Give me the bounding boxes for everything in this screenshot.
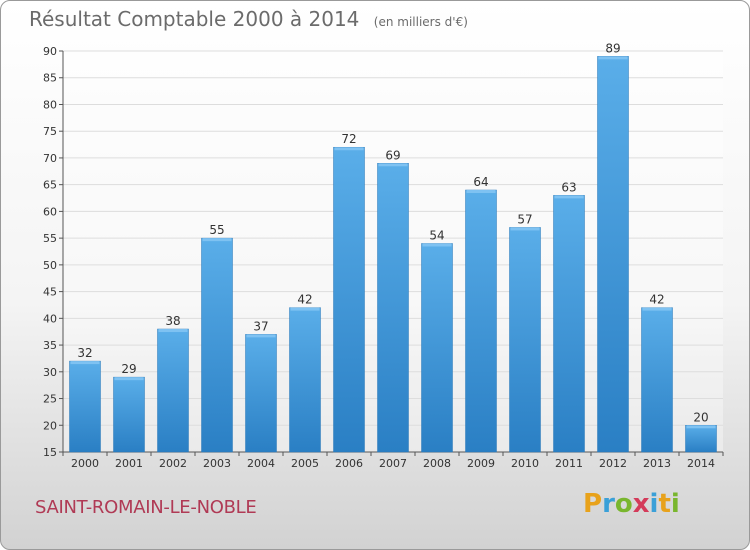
bar-highlight xyxy=(334,147,364,151)
y-tick-label: 40 xyxy=(43,312,57,325)
bar xyxy=(289,307,321,453)
data-label: 63 xyxy=(561,180,576,194)
bar xyxy=(113,376,145,453)
x-tick-label: 2014 xyxy=(687,457,715,470)
data-label: 89 xyxy=(605,41,620,55)
bar-highlight xyxy=(466,190,496,194)
x-tick-label: 2004 xyxy=(247,457,275,470)
y-tick-label: 25 xyxy=(43,393,57,406)
y-tick-label: 55 xyxy=(43,232,57,245)
x-tick-label: 2013 xyxy=(643,457,671,470)
data-label: 20 xyxy=(693,410,708,424)
y-tick-label: 80 xyxy=(43,98,57,111)
commune-name: SAINT-ROMAIN-LE-NOBLE xyxy=(35,497,257,518)
logo-letter: o xyxy=(614,489,633,519)
bar xyxy=(597,56,629,453)
bar-highlight xyxy=(378,163,408,167)
bar-highlight xyxy=(70,361,100,365)
bar-highlight xyxy=(554,195,584,199)
data-label: 69 xyxy=(385,148,400,162)
y-tick-label: 60 xyxy=(43,205,57,218)
title-text: Résultat Comptable 2000 à 2014 xyxy=(29,7,360,31)
x-tick-label: 2000 xyxy=(71,457,99,470)
bar-highlight xyxy=(158,329,188,333)
data-label: 57 xyxy=(517,212,532,226)
y-tick-label: 85 xyxy=(43,72,57,85)
x-tick-label: 2007 xyxy=(379,457,407,470)
x-tick-label: 2001 xyxy=(115,457,143,470)
y-tick-label: 20 xyxy=(43,419,57,432)
x-tick-label: 2012 xyxy=(599,457,627,470)
bar xyxy=(641,307,673,453)
data-label: 55 xyxy=(209,223,224,237)
bar xyxy=(465,189,497,453)
logo-letter: t xyxy=(658,489,671,519)
chart-title: Résultat Comptable 2000 à 2014 (en milli… xyxy=(29,7,468,31)
bar-highlight xyxy=(510,227,540,231)
unit-note: (en milliers d'€) xyxy=(373,15,468,29)
bar xyxy=(201,237,233,453)
y-tick-label: 15 xyxy=(43,446,57,459)
bar-highlight xyxy=(202,238,232,242)
logo-letter: P xyxy=(583,489,603,519)
x-tick-label: 2002 xyxy=(159,457,187,470)
data-label: 64 xyxy=(473,175,488,189)
x-tick-label: 2008 xyxy=(423,457,451,470)
x-tick-label: 2011 xyxy=(555,457,583,470)
y-tick-label: 65 xyxy=(43,179,57,192)
bar-highlight xyxy=(422,243,452,247)
data-label: 42 xyxy=(297,293,312,307)
bar-highlight xyxy=(246,334,276,338)
bar-highlight xyxy=(598,56,628,60)
data-label: 42 xyxy=(649,293,664,307)
y-tick-label: 50 xyxy=(43,259,57,272)
bar xyxy=(377,163,409,453)
y-tick-label: 35 xyxy=(43,339,57,352)
logo-letter: i xyxy=(649,489,659,519)
x-tick-label: 2005 xyxy=(291,457,319,470)
bar-highlight xyxy=(290,307,320,311)
data-label: 29 xyxy=(121,362,136,376)
data-label: 72 xyxy=(341,132,356,146)
bar xyxy=(685,425,717,453)
y-tick-label: 45 xyxy=(43,286,57,299)
bar xyxy=(157,328,189,453)
logo-letter: r xyxy=(602,489,615,519)
x-tick-label: 2006 xyxy=(335,457,363,470)
bar xyxy=(553,195,585,453)
proxiti-logo: Proxiti xyxy=(583,489,680,519)
bar-highlight xyxy=(114,377,144,381)
bar xyxy=(245,334,277,453)
bar-highlight xyxy=(642,307,672,311)
data-label: 38 xyxy=(165,314,180,328)
x-tick-label: 2010 xyxy=(511,457,539,470)
data-label: 37 xyxy=(253,319,268,333)
x-tick-label: 2009 xyxy=(467,457,495,470)
data-label: 32 xyxy=(77,346,92,360)
y-tick-label: 70 xyxy=(43,152,57,165)
bar xyxy=(69,360,101,453)
x-tick-label: 2003 xyxy=(203,457,231,470)
logo-letter: i xyxy=(670,489,680,519)
bar xyxy=(421,243,453,453)
logo-letter: x xyxy=(632,489,650,519)
bar xyxy=(333,146,365,453)
y-tick-label: 90 xyxy=(43,45,57,58)
y-tick-label: 30 xyxy=(43,366,57,379)
data-label: 54 xyxy=(429,228,444,242)
bar xyxy=(509,227,541,453)
y-tick-label: 75 xyxy=(43,125,57,138)
bar-highlight xyxy=(686,425,716,429)
